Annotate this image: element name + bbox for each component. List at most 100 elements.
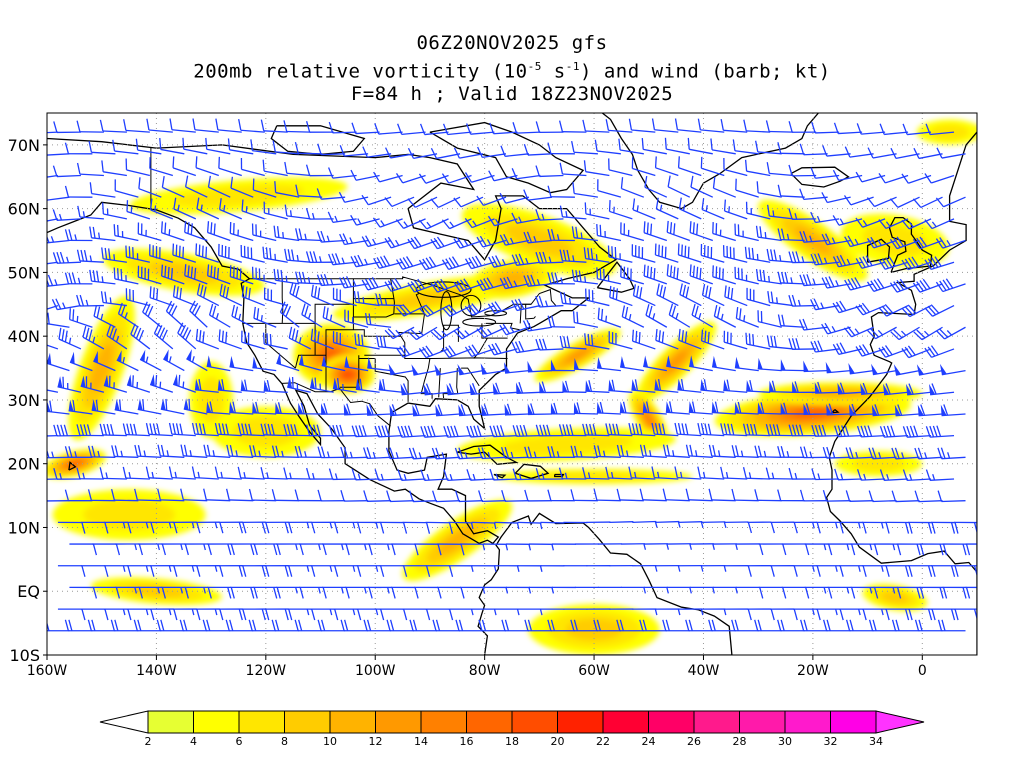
wind-barb xyxy=(425,565,454,577)
wind-barb xyxy=(69,586,98,599)
wind-barb xyxy=(745,201,771,220)
wind-barb xyxy=(195,156,219,177)
wind-barb xyxy=(708,444,736,458)
wind-barb xyxy=(919,586,948,599)
wind-barb xyxy=(425,521,454,534)
wind-barb xyxy=(160,221,185,242)
wind-barb xyxy=(173,197,197,220)
political-border xyxy=(485,322,520,331)
wind-barb xyxy=(883,383,909,396)
political-border xyxy=(358,358,409,402)
wind-barb xyxy=(742,423,771,437)
wind-barb xyxy=(227,138,254,155)
wind-barb xyxy=(161,543,189,556)
wind-barb xyxy=(855,217,886,228)
wind-barb xyxy=(408,447,438,460)
wind-barb xyxy=(913,147,943,160)
wind-barb xyxy=(271,489,300,502)
wind-barb xyxy=(289,282,312,307)
wind-barb xyxy=(305,251,334,264)
wind-barb xyxy=(902,123,932,136)
wind-barb xyxy=(489,468,518,481)
wind-barb xyxy=(299,586,327,599)
wind-barb xyxy=(306,121,334,133)
wind-barb xyxy=(376,335,403,350)
wind-barb xyxy=(701,521,727,528)
wind-barb xyxy=(340,446,369,459)
wind-barb xyxy=(476,326,507,338)
wind-barb xyxy=(241,199,265,220)
wind-barb xyxy=(799,446,828,459)
wind-barb xyxy=(535,121,564,134)
wind-barb xyxy=(47,434,58,437)
wind-barb xyxy=(608,331,633,350)
wind-barb xyxy=(605,423,633,437)
wind-barb xyxy=(274,181,300,198)
wind-barb xyxy=(113,267,139,285)
wind-barb xyxy=(735,586,764,599)
wind-barb xyxy=(746,287,771,307)
wind-barb xyxy=(76,467,104,480)
wind-barb xyxy=(114,179,139,198)
wind-barb xyxy=(340,619,369,632)
colorbar: 2 4 6 8 10 12 14 16 18 20 22 24 26 28 30 32 34 xyxy=(99,710,925,748)
wind-barb xyxy=(460,586,486,594)
wind-barb xyxy=(165,300,185,328)
wind-barb xyxy=(651,466,679,480)
wind-barb xyxy=(184,543,212,556)
wind-barb xyxy=(500,145,530,157)
wind-barb xyxy=(522,319,553,332)
wind-barb xyxy=(125,245,150,263)
wind-barb xyxy=(678,608,704,616)
wind-barb xyxy=(687,137,713,155)
wind-barb xyxy=(288,326,311,350)
wind-barb xyxy=(940,404,966,417)
lat-tick-label: 60N xyxy=(8,200,40,219)
wind-barb xyxy=(149,244,174,263)
wind-barb xyxy=(723,330,748,350)
wind-barb xyxy=(631,157,656,177)
wind-barb xyxy=(582,119,610,133)
wind-barb xyxy=(777,445,805,458)
wind-barb xyxy=(917,404,943,417)
wind-barb xyxy=(643,264,668,285)
wind-barb xyxy=(527,360,552,373)
wind-barb xyxy=(355,378,380,393)
wind-barb xyxy=(871,404,897,417)
wind-barb xyxy=(332,331,357,350)
wind-barb xyxy=(172,373,197,393)
lon-tick-label: 20W xyxy=(797,663,829,679)
wind-barb xyxy=(489,122,518,135)
wind-barb xyxy=(68,399,93,415)
wind-barb xyxy=(442,123,472,136)
wind-barb xyxy=(229,221,254,242)
wind-barb xyxy=(115,543,144,556)
wind-barb xyxy=(712,265,736,285)
wind-barb xyxy=(53,424,81,437)
wind-barb xyxy=(562,380,587,393)
wind-barb xyxy=(186,349,208,372)
wind-barb xyxy=(430,326,461,341)
wind-barb xyxy=(924,304,955,317)
wind-barb xyxy=(215,118,242,133)
wind-barb xyxy=(697,466,725,480)
wind-barb xyxy=(712,222,736,242)
wind-barb xyxy=(455,490,484,503)
wind-barb xyxy=(754,619,782,632)
wind-barb xyxy=(800,619,828,632)
wind-barb xyxy=(443,469,472,481)
wind-barb xyxy=(453,147,484,159)
wind-barb xyxy=(512,122,541,134)
wind-barb xyxy=(929,383,955,396)
wind-barb xyxy=(936,147,966,159)
wind-barb xyxy=(822,145,851,157)
wind-barb xyxy=(206,221,231,242)
title-exponent-2: -1 xyxy=(565,60,580,73)
coastline xyxy=(601,113,820,210)
wind-barb xyxy=(788,294,817,307)
wind-barb xyxy=(825,361,851,374)
wind-barb xyxy=(219,198,243,220)
wind-barb xyxy=(620,356,644,372)
wind-barb xyxy=(305,207,334,220)
wind-barb xyxy=(184,264,208,285)
